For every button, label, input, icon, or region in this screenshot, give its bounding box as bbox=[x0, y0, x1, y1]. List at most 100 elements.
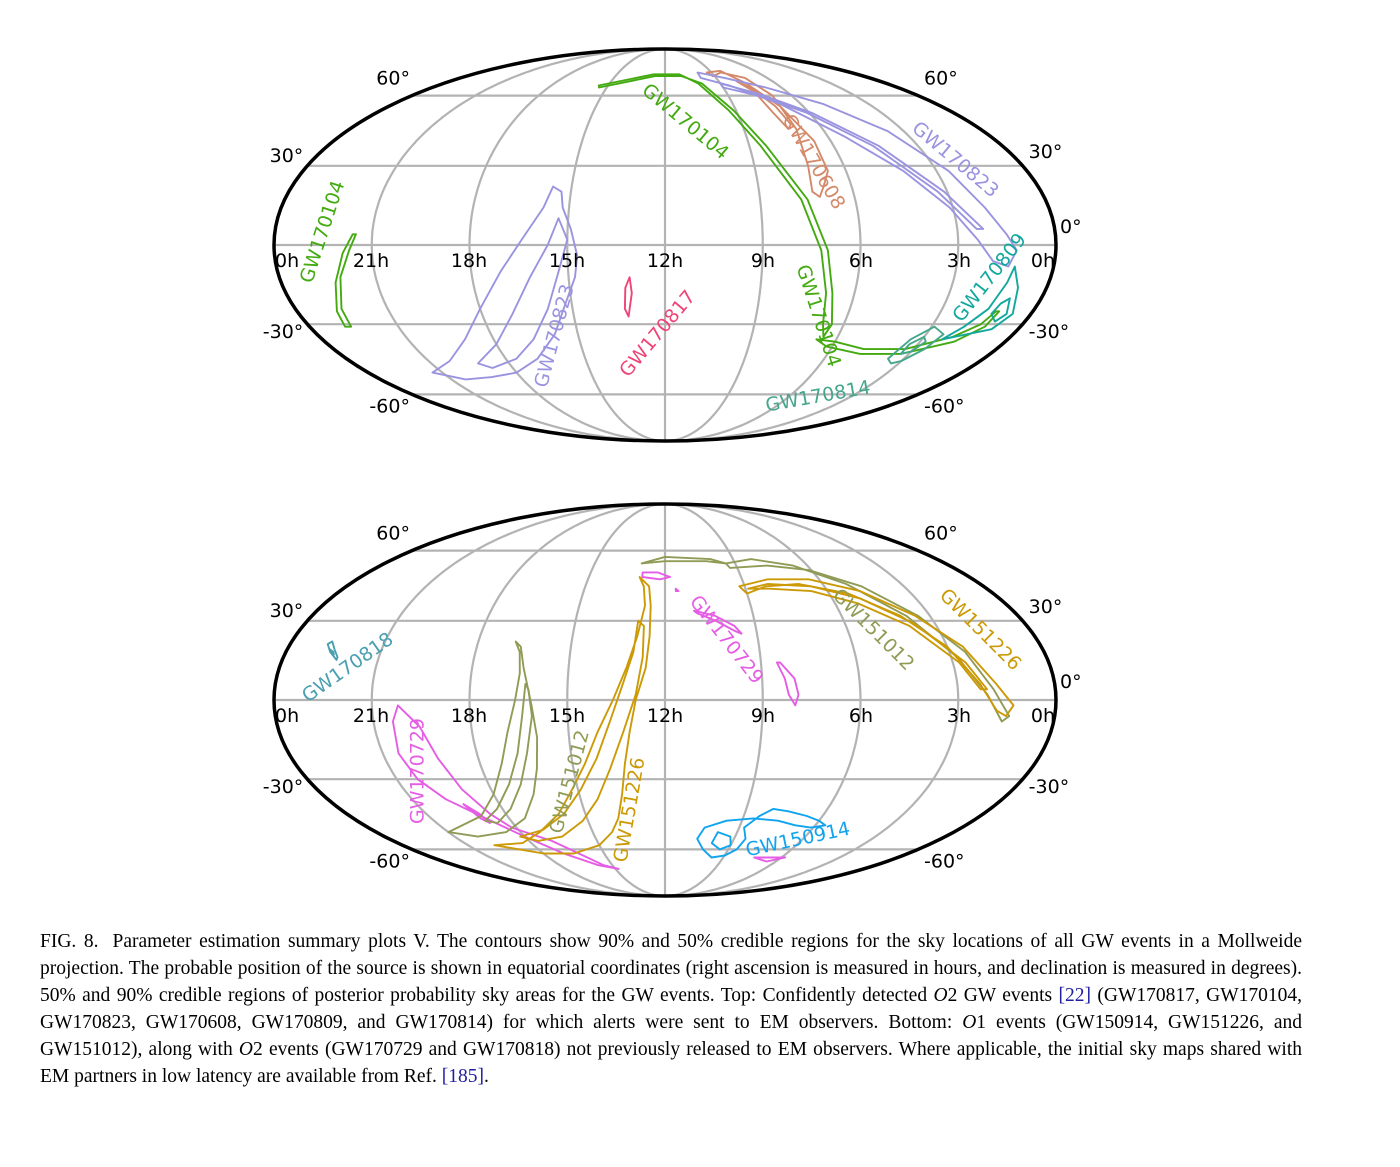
caption-text-5: events (GW170729 and GW170818) not previ… bbox=[40, 1039, 1302, 1087]
ra-gridline bbox=[370, 47, 666, 443]
caption-text-3: (GW170817, GW170104, GW170823, GW170608,… bbox=[40, 985, 1302, 1033]
ra-gridline bbox=[664, 502, 862, 898]
dec-tick-label-left: 60° bbox=[376, 523, 410, 545]
figure-caption: FIG. 8. Parameter estimation summary plot… bbox=[40, 928, 1302, 1090]
dec-tick-label-left: 30° bbox=[270, 145, 304, 167]
event-label-gw170809: GW170809 bbox=[948, 229, 1031, 326]
contour-gw170729 bbox=[775, 661, 800, 707]
dec-tick-label-left: -60° bbox=[369, 850, 410, 872]
caption-o2b: O bbox=[238, 1039, 254, 1060]
contour-gw170729 bbox=[674, 587, 680, 593]
caption-text-4: events (GW150914, GW151226, and GW151012… bbox=[40, 1012, 1302, 1060]
ra-tick-label: 0h bbox=[275, 705, 299, 727]
contour-gw150914 bbox=[710, 831, 732, 851]
contour-gw170729 bbox=[391, 704, 620, 870]
contour-gw170104 bbox=[815, 310, 1001, 355]
ra-tick-label: 12h bbox=[647, 250, 683, 272]
dec-tick-label-right: -30° bbox=[1029, 776, 1070, 798]
dec-tick-label-right: 30° bbox=[1029, 141, 1063, 163]
dec-tick-label-right: -30° bbox=[1029, 321, 1070, 343]
ra-tick-label: 6h bbox=[849, 705, 873, 727]
contour-gw170729 bbox=[462, 803, 491, 824]
event-label-gw170823: GW170823 bbox=[530, 282, 579, 390]
ra-tick-label: 12h bbox=[647, 705, 683, 727]
event-label-gw150914: GW150914 bbox=[744, 818, 852, 862]
dec-tick-label-right: 30° bbox=[1029, 596, 1063, 618]
ra-tick-label: 3h bbox=[947, 250, 971, 272]
dec-tick-label-right: -60° bbox=[924, 395, 965, 417]
figure-canvas: 0h 21h 18h 15h 12h 9h 6h 3h 0h 60° 60° 30° 30° 0° -30°… bbox=[263, 47, 1082, 898]
dec-tick-label-left: -30° bbox=[263, 776, 304, 798]
caption-o2-num: 2 bbox=[947, 985, 958, 1006]
event-label-gw170729: GW170729 bbox=[407, 718, 429, 824]
contour-gw170814 bbox=[899, 335, 927, 355]
dec-tick-label-left: 60° bbox=[376, 68, 410, 90]
event-label-gw170104: GW170104 bbox=[792, 262, 846, 370]
contour-gw170823 bbox=[477, 217, 569, 369]
contour-gw170818 bbox=[328, 648, 335, 656]
event-label-gw170818: GW170818 bbox=[298, 628, 397, 707]
map-boundary bbox=[272, 502, 1058, 898]
contour-gw170809 bbox=[990, 297, 1011, 323]
ra-tick-label: 0h bbox=[1031, 705, 1055, 727]
contour-gw151012 bbox=[724, 558, 1011, 723]
caption-o2: O bbox=[933, 985, 948, 1006]
contour-gw151226 bbox=[519, 619, 645, 842]
contour-gw151012 bbox=[640, 555, 727, 565]
ra-gridline bbox=[664, 502, 764, 898]
ra-gridline bbox=[566, 502, 666, 898]
contour-gw170104 bbox=[597, 73, 834, 338]
contour-gw170823 bbox=[719, 82, 985, 230]
caption-text-6: . bbox=[484, 1066, 489, 1087]
ra-tick-label: 9h bbox=[751, 705, 775, 727]
ra-tick-label: 3h bbox=[947, 705, 971, 727]
figure-id: FIG. 8. bbox=[40, 931, 99, 952]
contour-gw150914 bbox=[696, 807, 827, 859]
contour-gw170809 bbox=[941, 265, 1019, 341]
event-label-gw170823: GW170823 bbox=[908, 117, 1003, 202]
reference-link-185[interactable]: [185] bbox=[441, 1066, 485, 1087]
contour-gw170104 bbox=[334, 233, 357, 328]
caption-text-1: Parameter estimation summary plots V. Th… bbox=[40, 931, 1303, 1006]
ra-gridline bbox=[664, 47, 960, 443]
ra-tick-label: 21h bbox=[353, 250, 389, 272]
caption-o1: O bbox=[962, 1012, 977, 1033]
reference-link-22[interactable]: [22] bbox=[1058, 985, 1091, 1006]
dec-tick-label-right: 60° bbox=[924, 523, 958, 545]
contour-gw151012 bbox=[484, 682, 533, 824]
contour-gw170817 bbox=[623, 276, 633, 318]
ra-tick-label: 0h bbox=[1031, 250, 1055, 272]
contour-gw170823 bbox=[431, 185, 579, 381]
dec-tick-label-right: 0° bbox=[1060, 216, 1082, 238]
ra-gridline bbox=[664, 502, 960, 898]
ra-tick-label: 21h bbox=[353, 705, 389, 727]
event-label-gw170104: GW170104 bbox=[296, 178, 350, 286]
dec-tick-label-right: 0° bbox=[1060, 671, 1082, 693]
skymap-bottom: 0h 21h 18h 15h 12h 9h 6h 3h 0h 60° 60° 30° 30° 0° -30°… bbox=[263, 502, 1082, 898]
contour-gw170818 bbox=[326, 640, 339, 661]
ra-tick-label: 9h bbox=[751, 250, 775, 272]
event-label-gw151226: GW151226 bbox=[935, 584, 1026, 675]
ra-tick-label: 15h bbox=[549, 250, 585, 272]
event-label-gw170814: GW170814 bbox=[764, 376, 872, 416]
ra-tick-label: 15h bbox=[549, 705, 585, 727]
contour-gw170814 bbox=[887, 325, 945, 365]
contour-gw151226 bbox=[493, 576, 652, 855]
event-label-gw170729: GW170729 bbox=[685, 591, 768, 688]
dec-tick-label-left: -60° bbox=[369, 395, 410, 417]
contour-gw151012 bbox=[447, 640, 539, 838]
event-label-gw170104: GW170104 bbox=[638, 79, 733, 164]
event-label-gw170817: GW170817 bbox=[615, 286, 700, 381]
caption-o2b-num: 2 bbox=[253, 1039, 263, 1060]
caption-text-2: GW events bbox=[957, 985, 1059, 1006]
ra-gridline bbox=[468, 502, 666, 898]
map-boundary bbox=[272, 47, 1058, 443]
contour-gw151226 bbox=[738, 578, 1015, 718]
contour-gw151226 bbox=[747, 583, 989, 691]
ra-gridline bbox=[566, 47, 666, 443]
ra-tick-label: 6h bbox=[849, 250, 873, 272]
ra-tick-label: 18h bbox=[451, 705, 487, 727]
ra-gridline bbox=[664, 47, 764, 443]
contour-gw170729 bbox=[753, 856, 787, 863]
dec-tick-label-left: 30° bbox=[270, 600, 304, 622]
